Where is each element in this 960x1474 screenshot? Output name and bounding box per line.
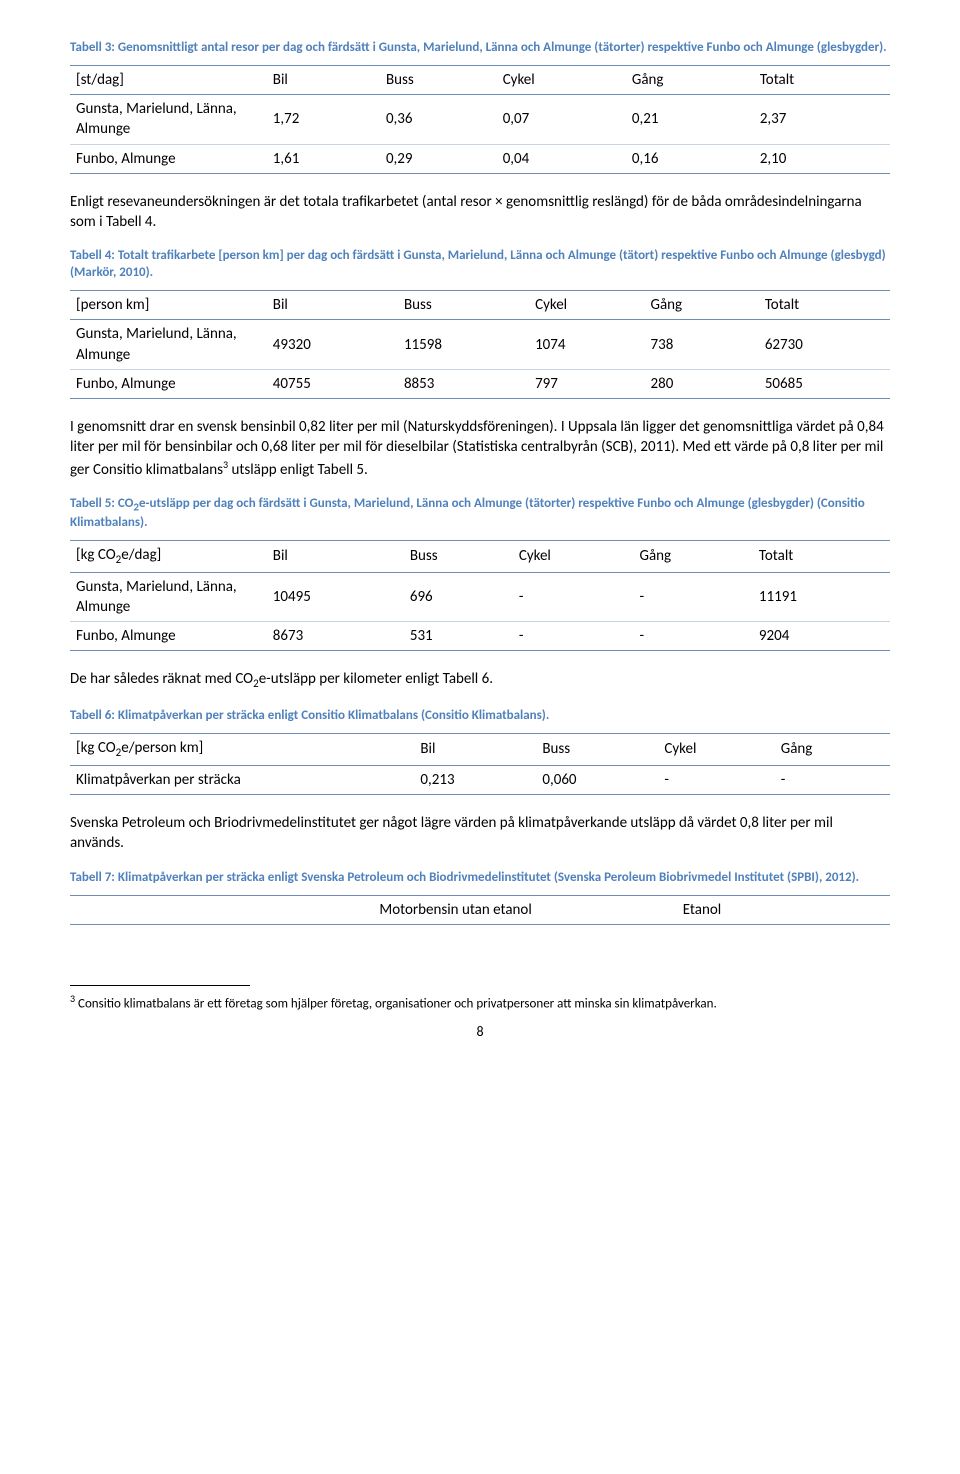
table3-h4: Gång [626, 65, 754, 94]
table3-r0c1: 0,36 [380, 95, 497, 145]
table4-h2: Buss [398, 291, 529, 320]
table3-r1c2: 0,04 [497, 144, 626, 173]
table6-h0-pre: [kg CO [76, 739, 116, 757]
table5-h4: Gång [633, 540, 752, 572]
footnote-text: Consitio klimatbalans är ett företag som… [75, 996, 717, 1011]
paragraph-3-post: e-utsläpp per kilometer enligt Tabell 6. [259, 670, 493, 688]
table4-r0c0: 49320 [267, 320, 398, 370]
table3-h0: [st/dag] [70, 65, 267, 94]
table4-r1c1: 8853 [398, 369, 529, 398]
table3-r1c1: 0,29 [380, 144, 497, 173]
table5-r1c4: 9204 [753, 622, 890, 651]
table5-r0c4: 11191 [753, 572, 890, 622]
table5-r1c3: - [633, 622, 752, 651]
paragraph-1: Enligt resevaneundersökningen är det tot… [70, 192, 890, 233]
table4-h3: Cykel [529, 291, 644, 320]
table7-caption: Tabell 7: Klimatpåverkan per sträcka enl… [70, 870, 890, 887]
table3-h3: Cykel [497, 65, 626, 94]
table4-caption: Tabell 4: Totalt trafikarbete [person km… [70, 248, 890, 282]
table3-r0-label: Gunsta, Marielund, Länna, Almunge [70, 95, 267, 145]
table3-r1c3: 0,16 [626, 144, 754, 173]
table3: [st/dag] Bil Buss Cykel Gång Totalt Guns… [70, 65, 890, 174]
table7: Motorbensin utan etanol Etanol [70, 895, 890, 925]
paragraph-4: Svenska Petroleum och Briodrivmedelinsti… [70, 813, 890, 854]
footnote-separator [70, 985, 250, 986]
table5-r1c0: 8673 [267, 622, 404, 651]
page-number: 8 [70, 1023, 890, 1042]
table4-r1c3: 280 [645, 369, 759, 398]
table5-r0c1: 696 [404, 572, 513, 622]
table6-h2: Buss [536, 734, 658, 766]
table3-caption: Tabell 3: Genomsnittligt antal resor per… [70, 40, 890, 57]
table5-h5: Totalt [753, 540, 890, 572]
table4: [person km] Bil Buss Cykel Gång Totalt G… [70, 290, 890, 399]
table4-h1: Bil [267, 291, 398, 320]
table4-r0-label: Gunsta, Marielund, Länna, Almunge [70, 320, 267, 370]
table4-h0: [person km] [70, 291, 267, 320]
paragraph-2: I genomsnitt drar en svensk bensinbil 0,… [70, 417, 890, 480]
table6-h0-post: e/person km] [121, 739, 203, 757]
table5-h0: [kg CO2e/dag] [70, 540, 267, 572]
table4-r0c3: 738 [645, 320, 759, 370]
table7-h1: Etanol [677, 895, 890, 924]
table5-h2: Buss [404, 540, 513, 572]
table6-caption: Tabell 6: Klimatpåverkan per sträcka enl… [70, 708, 890, 725]
paragraph-2-pre: I genomsnitt drar en svensk bensinbil 0,… [70, 418, 884, 479]
table5-h3: Cykel [513, 540, 634, 572]
table3-r0c2: 0,07 [497, 95, 626, 145]
table5-caption-pre: Tabell 5: CO [70, 496, 133, 511]
table4-r0c4: 62730 [759, 320, 890, 370]
table6: [kg CO2e/person km] Bil Buss Cykel Gång … [70, 733, 890, 795]
table5: [kg CO2e/dag] Bil Buss Cykel Gång Totalt… [70, 540, 890, 652]
paragraph-3-pre: De har således räknat med CO [70, 670, 253, 688]
table3-h1: Bil [267, 65, 380, 94]
table6-r0-label: Klimatpåverkan per sträcka [70, 765, 414, 794]
table5-r0c3: - [633, 572, 752, 622]
table5-caption: Tabell 5: CO2e-utsläpp per dag och färds… [70, 496, 890, 532]
table6-r0c2: - [658, 765, 774, 794]
table6-h1: Bil [414, 734, 536, 766]
table5-h0-pre: [kg CO [76, 546, 116, 564]
table5-h1: Bil [267, 540, 404, 572]
table5-r1-label: Funbo, Almunge [70, 622, 267, 651]
table3-r1-label: Funbo, Almunge [70, 144, 267, 173]
paragraph-2-post: utsläpp enligt Tabell 5. [228, 461, 368, 479]
table4-r0c1: 11598 [398, 320, 529, 370]
table3-r1c0: 1,61 [267, 144, 380, 173]
table4-r0c2: 1074 [529, 320, 644, 370]
table6-r0c0: 0,213 [414, 765, 536, 794]
table4-r1c4: 50685 [759, 369, 890, 398]
table5-r0c0: 10495 [267, 572, 404, 622]
footnote: 3 Consitio klimatbalans är ett företag s… [70, 992, 890, 1013]
table3-r1c4: 2,10 [754, 144, 890, 173]
table4-r1c2: 797 [529, 369, 644, 398]
table5-r1c1: 531 [404, 622, 513, 651]
table5-r1c2: - [513, 622, 634, 651]
table6-r0c3: - [775, 765, 890, 794]
table4-r1-label: Funbo, Almunge [70, 369, 267, 398]
table5-r0c2: - [513, 572, 634, 622]
table6-h3: Cykel [658, 734, 774, 766]
table7-h0: Motorbensin utan etanol [373, 895, 676, 924]
table5-caption-post: e-utsläpp per dag och färdsätt i Gunsta,… [70, 496, 865, 530]
paragraph-3: De har således räknat med CO2e-utsläpp p… [70, 669, 890, 692]
table4-h5: Totalt [759, 291, 890, 320]
table6-r0c1: 0,060 [536, 765, 658, 794]
table5-r0-label: Gunsta, Marielund, Länna, Almunge [70, 572, 267, 622]
table3-h2: Buss [380, 65, 497, 94]
table3-r0c4: 2,37 [754, 95, 890, 145]
table6-h0: [kg CO2e/person km] [70, 734, 414, 766]
table3-r0c0: 1,72 [267, 95, 380, 145]
table4-h4: Gång [645, 291, 759, 320]
table4-r1c0: 40755 [267, 369, 398, 398]
table6-h4: Gång [775, 734, 890, 766]
table7-h-empty [70, 895, 373, 924]
table3-r0c3: 0,21 [626, 95, 754, 145]
table5-h0-post: e/dag] [121, 546, 161, 564]
table3-h5: Totalt [754, 65, 890, 94]
